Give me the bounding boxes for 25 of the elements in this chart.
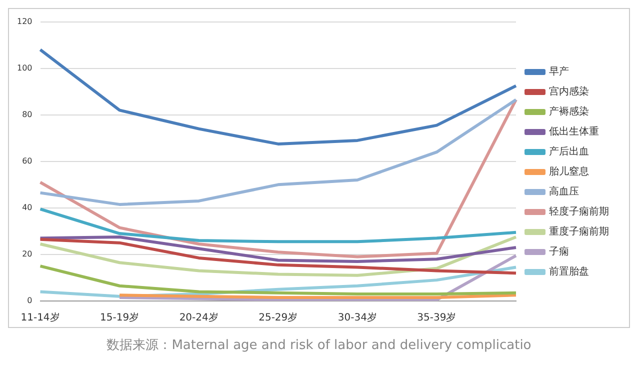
legend-label: 高血压 bbox=[549, 186, 579, 198]
x-tick-label: 35-39岁 bbox=[417, 312, 456, 324]
y-tick-label: 20 bbox=[22, 250, 32, 259]
y-tick-label: 100 bbox=[16, 63, 32, 72]
y-tick-label: 60 bbox=[22, 156, 32, 166]
legend-label: 子痫 bbox=[549, 246, 569, 258]
legend-label: 胎儿窒息 bbox=[549, 166, 589, 178]
legend-label: 早产 bbox=[549, 66, 569, 78]
x-tick-label: 30-34岁 bbox=[338, 312, 377, 324]
legend-label: 产后出血 bbox=[549, 146, 589, 158]
legend-label: 宫内感染 bbox=[549, 86, 589, 98]
x-tick-label: 20-24岁 bbox=[179, 312, 218, 324]
source-note: 数据来源：Maternal age and risk of labor and delivery complicatio bbox=[106, 337, 532, 354]
legend-label: 产褥感染 bbox=[549, 106, 589, 118]
legend-label: 低出生体重 bbox=[549, 126, 599, 138]
x-tick-label: 25-29岁 bbox=[258, 312, 298, 324]
y-tick-label: 80 bbox=[22, 110, 32, 119]
y-tick-label: 40 bbox=[22, 203, 32, 212]
x-tick-label: 11-14岁 bbox=[20, 312, 60, 324]
legend-label: 前置胎盘 bbox=[549, 266, 589, 278]
x-tick-label: 15-19岁 bbox=[100, 312, 140, 324]
legend-label: 重度子痫前期 bbox=[549, 226, 609, 238]
y-tick-label: 120 bbox=[16, 16, 32, 26]
y-tick-label: 0 bbox=[27, 296, 32, 306]
legend-label: 轻度子痫前期 bbox=[549, 206, 609, 218]
